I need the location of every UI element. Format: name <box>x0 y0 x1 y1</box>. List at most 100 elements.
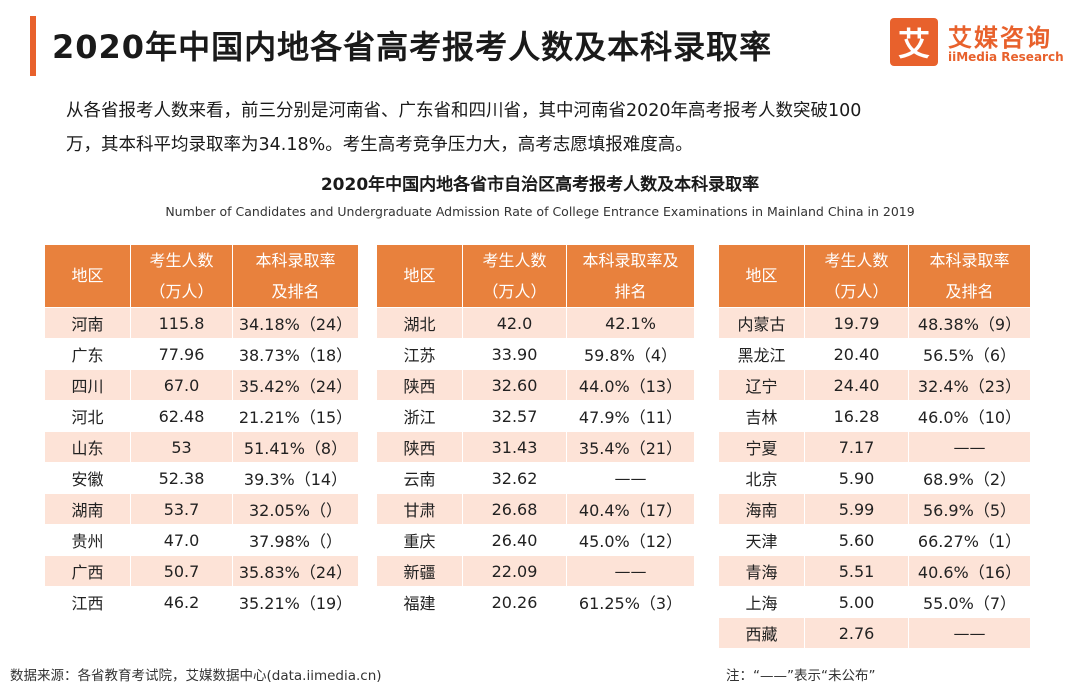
cell-admission-rate: 32.05%（） <box>232 493 359 525</box>
cell-candidates: 5.00 <box>804 586 909 618</box>
cell-candidates: 5.51 <box>804 555 909 587</box>
column-header-admission-rate: 本科录取率及排名 <box>232 244 359 308</box>
cell-region: 青海 <box>718 555 805 587</box>
chart-subtitle: Number of Candidates and Undergraduate A… <box>165 204 915 219</box>
column-header-line: 及排名 <box>271 282 320 301</box>
cell-candidates: 26.68 <box>462 493 567 525</box>
cell-admission-rate: 34.18%（24） <box>232 307 359 339</box>
column-header-line: 及排名 <box>945 282 994 301</box>
cell-admission-rate: 42.1% <box>566 307 695 339</box>
column-header-line: 本科录取率 <box>929 251 1010 270</box>
table-row: 北京 5.90 68.9%（2） <box>718 462 1031 494</box>
title-accent-bar <box>30 16 36 76</box>
cell-region: 山东 <box>44 431 131 463</box>
cell-candidates: 31.43 <box>462 431 567 463</box>
cell-region: 陕西 <box>376 369 463 401</box>
cell-candidates: 5.60 <box>804 524 909 556</box>
cell-region: 上海 <box>718 586 805 618</box>
column-header-region: 地区 <box>718 244 805 308</box>
table-row: 天津 5.60 66.27%（1） <box>718 524 1031 556</box>
table-row: 江西 46.2 35.21%（19） <box>44 586 359 618</box>
cell-candidates: 47.0 <box>130 524 233 556</box>
table-row: 广西 50.7 35.83%（24） <box>44 555 359 587</box>
cell-admission-rate: 39.3%（14） <box>232 462 359 494</box>
cell-candidates: 53 <box>130 431 233 463</box>
data-table-right: 地区 考生人数 （万人） 本科录取率 及排名 内蒙古 19.79 48.38%（9） 黑龙江 20… <box>718 244 1031 649</box>
data-source: 数据来源：各省教育考试院，艾媒数据中心(data.iimedia.cn) <box>10 668 382 684</box>
column-header-line: 排名 <box>614 282 647 301</box>
table-row: 浙江 32.57 47.9%（11） <box>376 400 695 432</box>
cell-region: 四川 <box>44 369 131 401</box>
table-header-row: 地区 考生人数 （万人） 本科录取率及排名 <box>718 244 1031 308</box>
cell-admission-rate: 51.41%（8） <box>232 431 359 463</box>
column-header-line: 本科录取率及 <box>582 251 679 270</box>
cell-admission-rate: —— <box>908 617 1031 649</box>
cell-admission-rate: 35.83%（24） <box>232 555 359 587</box>
column-header-line: 地区 <box>403 266 436 285</box>
cell-admission-rate: 48.38%（9） <box>908 307 1031 339</box>
cell-candidates: 32.62 <box>462 462 567 494</box>
cell-candidates: 26.40 <box>462 524 567 556</box>
cell-admission-rate: 66.27%（1） <box>908 524 1031 556</box>
column-header-line: 地区 <box>745 266 778 285</box>
cell-admission-rate: 32.4%（23） <box>908 369 1031 401</box>
column-header-line: （万人） <box>149 282 214 301</box>
column-header-line: 考生人数 <box>482 251 547 270</box>
cell-admission-rate: —— <box>566 462 695 494</box>
table-header-row: 地区 考生人数 （万人） 本科录取率及排名 <box>44 244 359 308</box>
cell-region: 甘肃 <box>376 493 463 525</box>
cell-region: 云南 <box>376 462 463 494</box>
cell-admission-rate: 56.9%（5） <box>908 493 1031 525</box>
cell-admission-rate: 46.0%（10） <box>908 400 1031 432</box>
cell-candidates: 5.99 <box>804 493 909 525</box>
footnote: 注：“——”表示“未公布” <box>726 668 876 684</box>
column-header-candidates: 考生人数 （万人） <box>804 244 909 308</box>
table-row: 湖北 42.0 42.1% <box>376 307 695 339</box>
cell-candidates: 7.17 <box>804 431 909 463</box>
cell-region: 北京 <box>718 462 805 494</box>
cell-region: 陕西 <box>376 431 463 463</box>
cell-candidates: 50.7 <box>130 555 233 587</box>
column-header-region: 地区 <box>44 244 131 308</box>
cell-candidates: 2.76 <box>804 617 909 649</box>
table-row: 重庆 26.40 45.0%（12） <box>376 524 695 556</box>
cell-region: 广东 <box>44 338 131 370</box>
data-table-left: 地区 考生人数 （万人） 本科录取率 及排名 河南 115.8 34.18%（24） 广东 77.… <box>44 244 359 618</box>
cell-region: 湖南 <box>44 493 131 525</box>
table-row: 海南 5.99 56.9%（5） <box>718 493 1031 525</box>
column-header-candidates: 考生人数 （万人） <box>130 244 233 308</box>
cell-admission-rate: 37.98%（） <box>232 524 359 556</box>
table-row: 陕西 32.60 44.0%（13） <box>376 369 695 401</box>
cell-region: 河北 <box>44 400 131 432</box>
cell-region: 吉林 <box>718 400 805 432</box>
table-row: 辽宁 24.40 32.4%（23） <box>718 369 1031 401</box>
cell-region: 重庆 <box>376 524 463 556</box>
data-table-middle: 地区 考生人数 （万人） 本科录取率及 排名 湖北 42.0 42.1% 江苏 33.90 59.8… <box>376 244 695 618</box>
cell-region: 湖北 <box>376 307 463 339</box>
cell-candidates: 32.60 <box>462 369 567 401</box>
cell-region: 辽宁 <box>718 369 805 401</box>
table-row: 陕西 31.43 35.4%（21） <box>376 431 695 463</box>
cell-candidates: 24.40 <box>804 369 909 401</box>
cell-admission-rate: 21.21%（15） <box>232 400 359 432</box>
table-row: 新疆 22.09 —— <box>376 555 695 587</box>
chart-title: 2020年中国内地各省市自治区高考报考人数及本科录取率 <box>320 175 760 195</box>
cell-admission-rate: 61.25%（3） <box>566 586 695 618</box>
table-row: 河北 62.48 21.21%（15） <box>44 400 359 432</box>
cell-region: 宁夏 <box>718 431 805 463</box>
cell-candidates: 22.09 <box>462 555 567 587</box>
table-row: 广东 77.96 38.73%（18） <box>44 338 359 370</box>
cell-candidates: 42.0 <box>462 307 567 339</box>
cell-region: 广西 <box>44 555 131 587</box>
cell-region: 黑龙江 <box>718 338 805 370</box>
table-header-row: 地区 考生人数 （万人） 本科录取率及排名 <box>376 244 695 308</box>
cell-candidates: 19.79 <box>804 307 909 339</box>
column-header-line: 地区 <box>71 266 104 285</box>
table-row: 吉林 16.28 46.0%（10） <box>718 400 1031 432</box>
table-row: 上海 5.00 55.0%（7） <box>718 586 1031 618</box>
logo-english-text: iiMedia Research <box>948 50 1064 64</box>
cell-admission-rate: 55.0%（7） <box>908 586 1031 618</box>
cell-admission-rate: 45.0%（12） <box>566 524 695 556</box>
column-header-line: 考生人数 <box>149 251 214 270</box>
cell-region: 天津 <box>718 524 805 556</box>
